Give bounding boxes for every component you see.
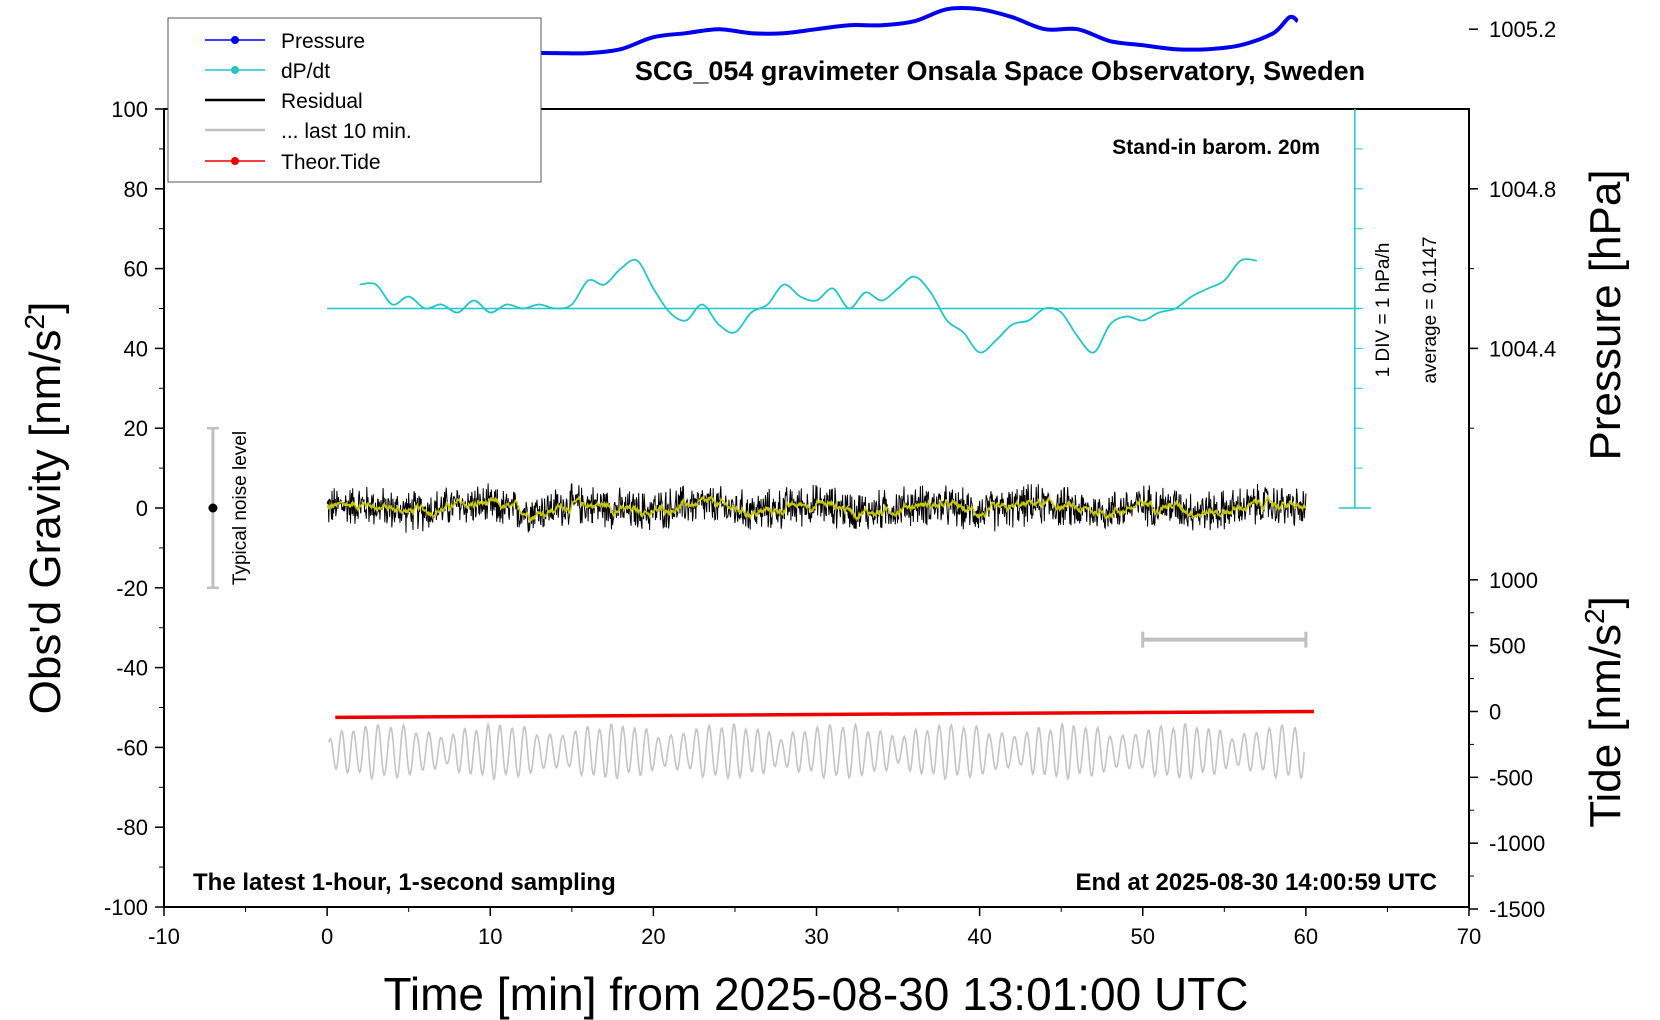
- noise-bar-center: [208, 503, 218, 513]
- legend-label-residual: Residual: [281, 90, 363, 113]
- axes-layer: -10 0 10 20 30 40 50 60 70-100-80-60-40-20020406…: [104, 17, 1556, 949]
- x-axis-label: Time [min] from 2025-08-30 13:01:00 UTC: [384, 968, 1249, 1020]
- tide-line: [335, 709, 1315, 720]
- y-tick-label: -20: [116, 576, 148, 601]
- y-axis-label-gravity: Obs'd Gravity [nm/s2]: [19, 302, 70, 715]
- sampling-note: The latest 1-hour, 1-second sampling: [193, 869, 616, 896]
- legend-label-dpdt: dP/dt: [281, 60, 330, 83]
- y-tick-label: -40: [116, 656, 148, 681]
- y-tick-label: 80: [124, 177, 148, 202]
- residual-smoothed-line: [326, 494, 1307, 523]
- y-tick-label: 40: [124, 336, 148, 361]
- pressure-tick-label: 1004.8: [1489, 177, 1556, 202]
- legend-marker-pressure: [231, 36, 239, 44]
- y-tick-label: 100: [111, 97, 148, 122]
- microseism-trace: [328, 721, 1305, 782]
- legend-marker-tide: [231, 157, 239, 165]
- legend-label-tide: Theor.Tide: [281, 151, 381, 174]
- x-tick-label: 10: [478, 924, 502, 949]
- pressure-tick-label: 1005.2: [1489, 17, 1556, 42]
- y-tick-label: 60: [124, 257, 148, 282]
- residual-line: [326, 483, 1307, 533]
- legend-label-pressure: Pressure: [281, 30, 365, 53]
- legend: Pressure dP/dt Residual ... last 10 min.…: [167, 17, 542, 183]
- y-tick-label: -100: [104, 895, 148, 920]
- tide-tick-label: -500: [1489, 765, 1533, 790]
- tide-tick-label: -1000: [1489, 831, 1545, 856]
- tide-tick-label: 500: [1489, 634, 1526, 659]
- x-tick-label: 70: [1457, 924, 1481, 949]
- y-tick-label: 0: [136, 496, 148, 521]
- tide-tick-label: 1000: [1489, 568, 1538, 593]
- y-axis-label-pressure: Pressure [hPa]: [1581, 169, 1630, 460]
- dpdt-line: [359, 258, 1257, 354]
- tide-tick-label: 0: [1489, 699, 1501, 724]
- y-axis-label-tide: Tide [nm/s2]: [1579, 596, 1630, 828]
- x-tick-label: 40: [967, 924, 991, 949]
- pressure-tick-label: 1004.4: [1489, 336, 1556, 361]
- y-tick-label: 20: [124, 416, 148, 441]
- y-label-tide-sup: 2: [1579, 608, 1610, 624]
- y-tick-label: -80: [116, 815, 148, 840]
- chart-title: SCG_054 gravimeter Onsala Space Observat…: [635, 56, 1365, 86]
- end-time-note: End at 2025-08-30 14:00:59 UTC: [1076, 869, 1438, 896]
- average-label: average = 0.1147: [1420, 236, 1441, 383]
- y-label-gravity-end: ]: [21, 302, 70, 314]
- y-label-tide-text: Tide [nm/s: [1581, 624, 1630, 828]
- x-tick-label: 20: [641, 924, 665, 949]
- legend-label-last10: ... last 10 min.: [281, 120, 412, 143]
- legend-marker-dpdt: [231, 66, 239, 74]
- x-tick-label: -10: [148, 924, 180, 949]
- x-tick-label: 60: [1294, 924, 1318, 949]
- x-tick-label: 0: [321, 924, 333, 949]
- x-tick-label: 50: [1131, 924, 1155, 949]
- y-tick-label: -60: [116, 735, 148, 760]
- tide-tick-label: -1500: [1489, 897, 1545, 922]
- noise-level-label: Typical noise level: [230, 431, 251, 585]
- y-label-gravity-text: Obs'd Gravity [nm/s: [21, 329, 70, 714]
- div-scale-label: 1 DIV = 1 hPa/h: [1373, 243, 1394, 378]
- y-label-tide-end: ]: [1581, 596, 1630, 608]
- y-label-gravity-sup: 2: [19, 314, 50, 330]
- barometer-note: Stand-in barom. 20m: [1112, 136, 1320, 159]
- x-tick-label: 30: [804, 924, 828, 949]
